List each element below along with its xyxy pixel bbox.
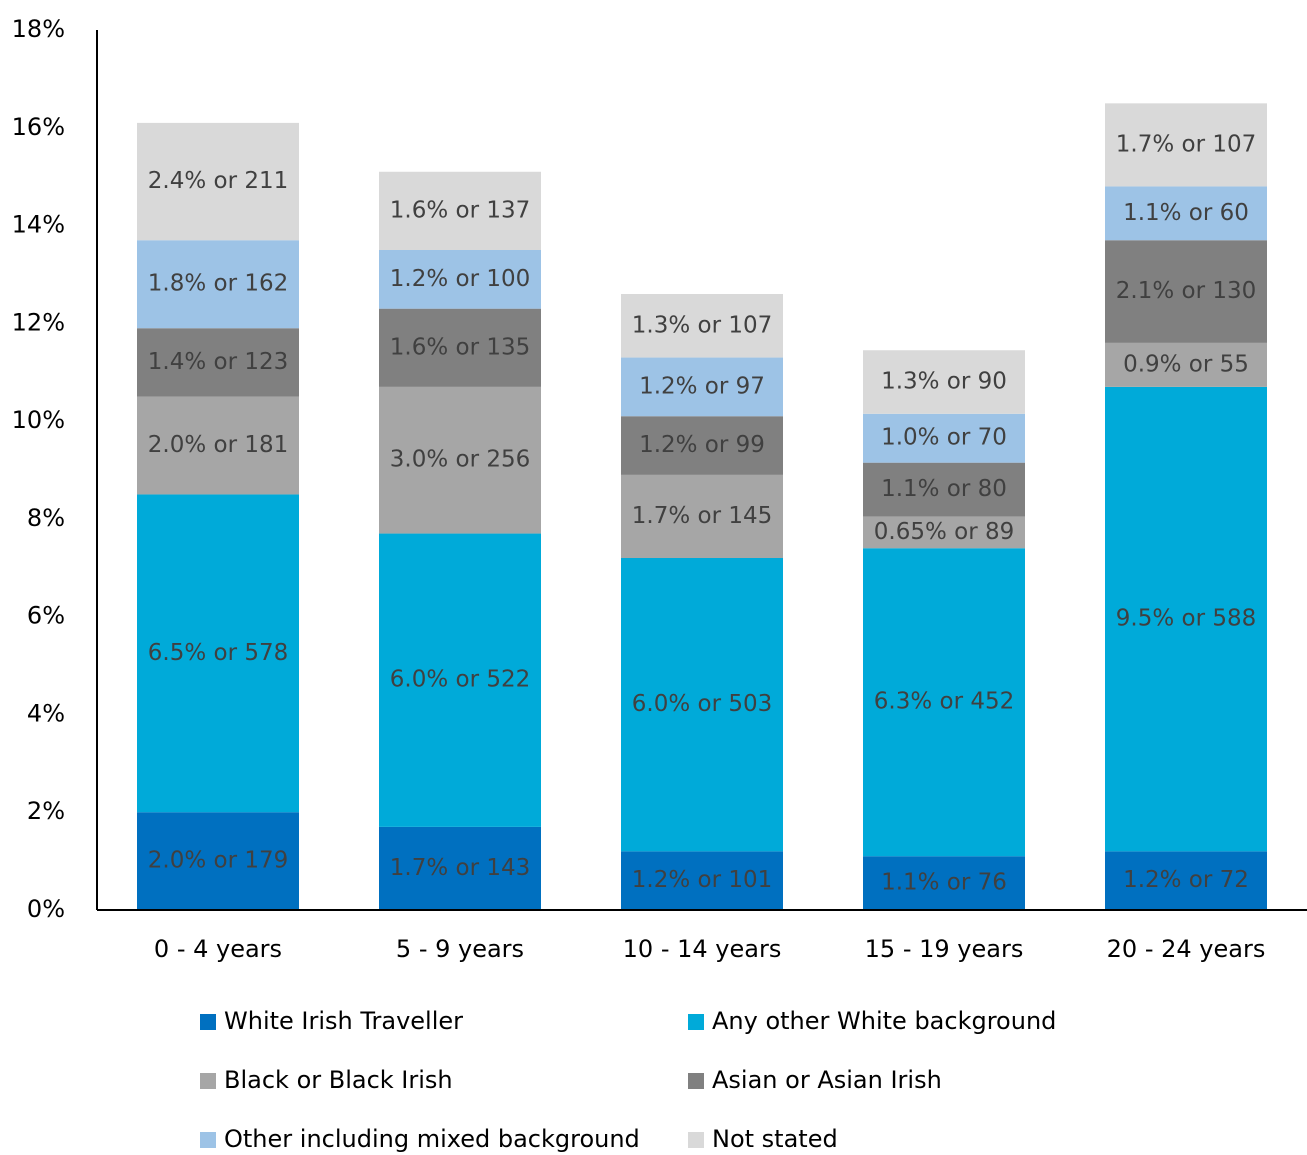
data-label: 1.1% or 60 bbox=[1123, 200, 1249, 226]
data-label: 1.6% or 135 bbox=[390, 334, 530, 360]
y-tick-label: 16% bbox=[12, 113, 65, 141]
data-label: 1.3% or 90 bbox=[881, 369, 1007, 395]
bar-segment bbox=[621, 294, 783, 358]
bar-segment bbox=[137, 122, 299, 241]
y-tick-label: 14% bbox=[12, 211, 65, 239]
legend-label: Not stated bbox=[712, 1125, 838, 1153]
bar-segment bbox=[1105, 342, 1267, 387]
data-label: 1.7% or 143 bbox=[390, 855, 530, 881]
bar-segment bbox=[379, 250, 541, 309]
data-label: 3.0% or 256 bbox=[390, 447, 530, 473]
bar-segment bbox=[137, 240, 299, 329]
data-label: 1.7% or 145 bbox=[632, 503, 772, 529]
x-tick-label: 0 - 4 years bbox=[154, 935, 282, 963]
bar-segment bbox=[379, 308, 541, 387]
bar-segment bbox=[621, 851, 783, 910]
legend-swatch bbox=[200, 1014, 216, 1030]
data-label: 0.9% or 55 bbox=[1123, 351, 1249, 377]
bar-segment bbox=[863, 413, 1025, 463]
bar-segment bbox=[137, 396, 299, 495]
data-label: 1.7% or 107 bbox=[1116, 131, 1256, 157]
bar-segment bbox=[1105, 186, 1267, 241]
bar-segment bbox=[621, 474, 783, 558]
bar-segment bbox=[379, 386, 541, 534]
y-tick-label: 10% bbox=[12, 406, 65, 434]
data-label: 1.4% or 123 bbox=[148, 349, 288, 375]
legend-swatch bbox=[688, 1132, 704, 1148]
legend-swatch bbox=[200, 1132, 216, 1148]
data-label: 1.2% or 101 bbox=[632, 867, 772, 893]
bar-segment bbox=[621, 357, 783, 417]
legend-label: White Irish Traveller bbox=[224, 1007, 463, 1035]
bar-segment bbox=[137, 494, 299, 813]
data-label: 6.0% or 503 bbox=[632, 691, 772, 717]
bar-segment bbox=[379, 533, 541, 827]
y-tick-label: 6% bbox=[27, 602, 65, 630]
legend-label: Asian or Asian Irish bbox=[712, 1066, 942, 1094]
data-label: 1.2% or 99 bbox=[639, 432, 765, 458]
legend-swatch bbox=[688, 1073, 704, 1089]
bar-segment bbox=[1105, 103, 1267, 187]
legend-swatch bbox=[688, 1014, 704, 1030]
bar-segment bbox=[863, 350, 1025, 414]
data-label: 1.2% or 100 bbox=[390, 266, 530, 292]
data-label: 1.0% or 70 bbox=[881, 425, 1007, 451]
data-label: 1.8% or 162 bbox=[148, 271, 288, 297]
y-tick-label: 4% bbox=[27, 699, 65, 727]
y-tick-label: 18% bbox=[12, 15, 65, 43]
data-label: 6.5% or 578 bbox=[148, 640, 288, 666]
y-tick-label: 12% bbox=[12, 308, 65, 336]
y-tick-label: 0% bbox=[27, 895, 65, 923]
data-label: 1.3% or 107 bbox=[632, 312, 772, 338]
data-label: 1.6% or 137 bbox=[390, 197, 530, 223]
bar-segment bbox=[863, 516, 1025, 549]
x-tick-label: 15 - 19 years bbox=[865, 935, 1024, 963]
bar-segment bbox=[137, 812, 299, 910]
bar-segment bbox=[863, 548, 1025, 857]
legend-swatch bbox=[200, 1073, 216, 1089]
legend-label: Other including mixed background bbox=[224, 1125, 640, 1153]
data-label: 2.0% or 181 bbox=[148, 432, 288, 458]
x-tick-label: 20 - 24 years bbox=[1107, 935, 1266, 963]
y-tick-label: 2% bbox=[27, 797, 65, 825]
bar-segment bbox=[863, 462, 1025, 517]
data-label: 2.0% or 179 bbox=[148, 848, 288, 874]
data-label: 0.65% or 89 bbox=[874, 519, 1014, 545]
legend-label: Black or Black Irish bbox=[224, 1066, 453, 1094]
bar-segment bbox=[863, 856, 1025, 910]
bar-segment bbox=[1105, 851, 1267, 910]
bar-segment bbox=[1105, 386, 1267, 852]
data-label: 6.3% or 452 bbox=[874, 689, 1014, 715]
y-tick-label: 8% bbox=[27, 504, 65, 532]
bar-segment bbox=[379, 171, 541, 250]
data-label: 1.1% or 76 bbox=[881, 870, 1007, 896]
data-label: 1.2% or 97 bbox=[639, 373, 765, 399]
data-label: 2.1% or 130 bbox=[1116, 278, 1256, 304]
data-label: 1.2% or 72 bbox=[1123, 867, 1249, 893]
data-label: 1.1% or 80 bbox=[881, 476, 1007, 502]
data-label: 6.0% or 522 bbox=[390, 667, 530, 693]
x-tick-label: 5 - 9 years bbox=[396, 935, 524, 963]
data-label: 9.5% or 588 bbox=[1116, 606, 1256, 632]
bar-segment bbox=[1105, 240, 1267, 343]
bar-segment bbox=[621, 558, 783, 852]
bar-segment bbox=[137, 328, 299, 397]
data-label: 2.4% or 211 bbox=[148, 168, 288, 194]
bar-segment bbox=[379, 826, 541, 910]
legend-label: Any other White background bbox=[712, 1007, 1056, 1035]
bar-segment bbox=[621, 416, 783, 475]
x-tick-label: 10 - 14 years bbox=[623, 935, 782, 963]
